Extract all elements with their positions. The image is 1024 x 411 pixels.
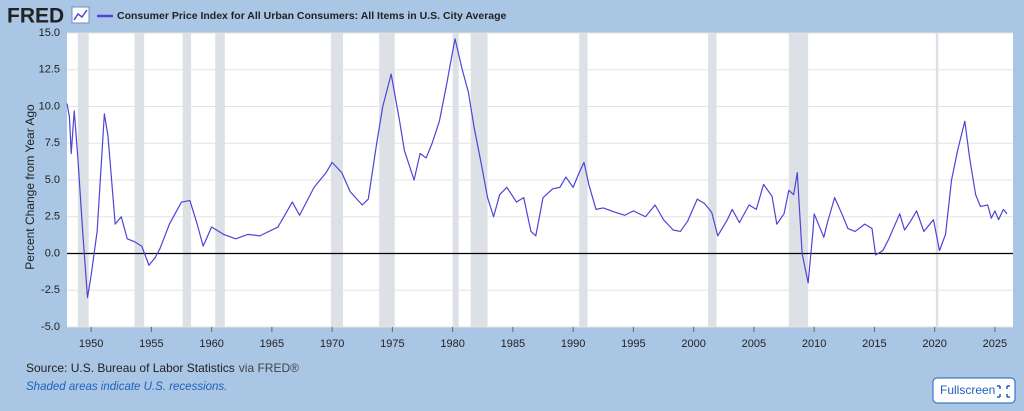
- logo: FRED: [7, 5, 64, 28]
- x-tick-label: 2005: [742, 338, 766, 350]
- x-tick-label: 2010: [802, 338, 826, 350]
- recession-band: [788, 33, 809, 327]
- x-tick-label: 2000: [681, 338, 705, 350]
- y-axis-label: Percent Change from Year Ago: [23, 104, 37, 270]
- y-tick-label: 2.5: [45, 211, 60, 223]
- x-tick-label: 2025: [983, 338, 1007, 350]
- button-label[interactable]: Fullscreen: [940, 383, 995, 397]
- button-icon[interactable]: [997, 385, 1010, 398]
- x-tick-label: 1965: [260, 338, 284, 350]
- fullscreen-button[interactable]: Fullscreen: [932, 377, 1016, 404]
- x-tick-label: 2015: [862, 338, 886, 350]
- note: Shaded areas indicate U.S. recessions.: [26, 381, 227, 393]
- source-via: via FRED®: [239, 361, 299, 375]
- y-tick-label: 5.0: [45, 174, 60, 186]
- line-series: [66, 38, 1008, 299]
- y-tick-label: 0.0: [45, 247, 60, 259]
- y-tick-label: -5.0: [41, 321, 60, 333]
- x-tick-label: 1990: [561, 338, 585, 350]
- source: Source: U.S. Bureau of Labor Statistics: [26, 361, 235, 375]
- x-tick-label: 1950: [79, 338, 103, 350]
- recession-band: [579, 33, 588, 327]
- x-tick-label: 1985: [501, 338, 525, 350]
- y-tick-label: 10.0: [39, 100, 60, 112]
- recession-band: [379, 33, 395, 327]
- x-tick-label: 1975: [380, 338, 404, 350]
- recession-band: [470, 33, 488, 327]
- x-tick-label: 1980: [440, 338, 464, 350]
- x-tick-label: 1995: [621, 338, 645, 350]
- recession-band: [215, 33, 225, 327]
- recession-band: [935, 33, 939, 327]
- recession-band: [452, 33, 459, 327]
- legend-label: Consumer Price Index for All Urban Consu…: [117, 10, 507, 22]
- x-tick-label: 1970: [320, 338, 344, 350]
- x-tick-label: 2020: [922, 338, 946, 350]
- x-tick-label: 1960: [199, 338, 223, 350]
- x-tick-label: 1955: [139, 338, 163, 350]
- recession-band: [708, 33, 717, 327]
- recession-band: [77, 33, 89, 327]
- recession-band: [182, 33, 192, 327]
- y-tick-label: 15.0: [39, 27, 60, 39]
- recession-band: [330, 33, 343, 327]
- button-bg[interactable]: [932, 377, 1016, 404]
- y-tick-label: -2.5: [41, 284, 60, 296]
- y-tick-label: 12.5: [39, 64, 60, 76]
- y-tick-label: 7.5: [45, 137, 60, 149]
- logo-icon-line: [73, 9, 88, 21]
- marks: [66, 38, 1013, 299]
- recession-band: [134, 33, 145, 327]
